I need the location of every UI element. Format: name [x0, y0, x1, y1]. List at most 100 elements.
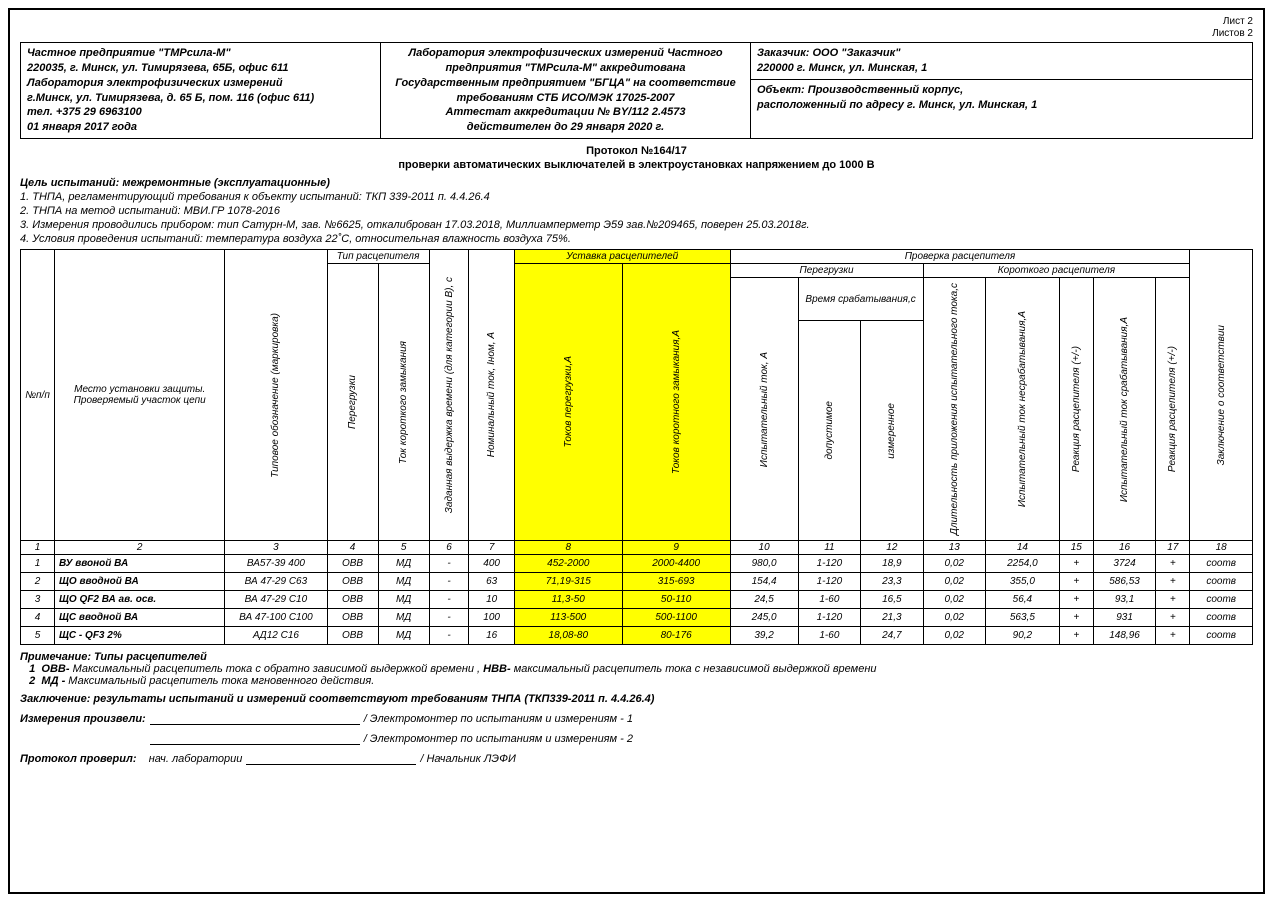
h-tsc: Токов коротного замыкания,А: [622, 264, 730, 541]
cell-r2: +: [1156, 609, 1190, 627]
h-place: Место установки защиты. Проверяемый учас…: [55, 250, 225, 541]
cn-3: 3: [225, 541, 327, 555]
h-concl: Заключение о соответствии: [1190, 250, 1253, 541]
cn-7: 7: [469, 541, 514, 555]
cell-r1: +: [1059, 555, 1093, 573]
cell-place: ЩС - QF3 2%: [55, 627, 225, 645]
cell-me: 23,3: [861, 573, 923, 591]
cell-du: 0,02: [923, 627, 985, 645]
cell-mark: ВА 47-29 С10: [225, 591, 327, 609]
cell-inom: 400: [469, 555, 514, 573]
cell-tsc: 2000-4400: [622, 555, 730, 573]
cell-co: соотв: [1190, 573, 1253, 591]
cell-r2: +: [1156, 627, 1190, 645]
cust-title: Заказчик: ООО "Заказчик": [757, 46, 1246, 61]
org-l6: 01 января 2017 года: [27, 120, 374, 135]
cell-al: 1-120: [798, 573, 860, 591]
cell-n: 5: [21, 627, 55, 645]
sheet-info: Лист 2 Листов 2: [20, 16, 1253, 40]
cell-al: 1-120: [798, 555, 860, 573]
sig1-label: Измерения произвели:: [20, 713, 146, 725]
h-dur: Длительность приложения испытательного т…: [923, 278, 985, 541]
cell-co: соотв: [1190, 591, 1253, 609]
cn-2: 2: [55, 541, 225, 555]
lab-l6: действителен до 29 января 2020 г.: [387, 120, 744, 135]
cell-tr: 931: [1093, 609, 1155, 627]
footer-block: Примечание: Типы расцепителей 1 ОВВ- Мак…: [20, 651, 1253, 765]
cell-tr: 3724: [1093, 555, 1155, 573]
cell-place: ЩО QF2 ВА ав. осв.: [55, 591, 225, 609]
cell-nt: 2254,0: [985, 555, 1059, 573]
cell-r2: +: [1156, 573, 1190, 591]
cell-du: 0,02: [923, 591, 985, 609]
cell-r2: +: [1156, 591, 1190, 609]
sheet-page: Лист 2: [20, 16, 1253, 28]
cell-co: соотв: [1190, 627, 1253, 645]
sig2-role: / Электромонтер по испытаниям и измерени…: [364, 733, 633, 745]
cell-ov: ОВВ: [327, 555, 378, 573]
cn-11: 11: [798, 541, 860, 555]
cell-sc: МД: [378, 555, 429, 573]
cell-co: соотв: [1190, 555, 1253, 573]
h-rtype: Тип расцепителя: [327, 250, 429, 264]
cust-addr: 220000 г. Минск, ул. Минская, 1: [757, 61, 1246, 76]
lab-l5: Аттестат аккредитации № BY/112 2.4573: [387, 105, 744, 120]
cell-place: ЩС вводной ВА: [55, 609, 225, 627]
cell-tc: 24,5: [730, 591, 798, 609]
cell-co: соотв: [1190, 609, 1253, 627]
page-frame: Лист 2 Листов 2 Частное предприятие "ТМР…: [8, 8, 1265, 894]
cell-mark: ВА57-39 400: [225, 555, 327, 573]
main-table: №п/п Место установки защиты. Проверяемый…: [20, 249, 1253, 645]
note-1: 1. ТНПА, регламентирующий требования к о…: [20, 191, 1253, 203]
cell-inom: 16: [469, 627, 514, 645]
h-triptime: Время срабатывания,с: [798, 278, 923, 321]
goal-line: Цель испытаний: межремонтные (эксплуатац…: [20, 177, 1253, 189]
sig2-line: [150, 733, 360, 745]
cell-n: 3: [21, 591, 55, 609]
cell-tsc: 500-1100: [622, 609, 730, 627]
cell-me: 18,9: [861, 555, 923, 573]
h-notrip: Испытательный ток несрабатывания,А: [985, 278, 1059, 541]
cell-r1: +: [1059, 573, 1093, 591]
lab-l2: предприятия "ТМРсила-М" аккредитована: [387, 61, 744, 76]
h-mark: Типовое обозначение (маркировка): [225, 250, 327, 541]
cell-ov: ОВВ: [327, 609, 378, 627]
cell-del: -: [429, 609, 469, 627]
h-measured: измеренное: [861, 321, 923, 541]
h-overloads: Перегрузки: [730, 264, 923, 278]
org-l3: Лаборатория электрофизических измерений: [27, 76, 374, 91]
cell-inom: 63: [469, 573, 514, 591]
sheet-total: Листов 2: [20, 28, 1253, 40]
cell-ov: ОВВ: [327, 591, 378, 609]
cn-12: 12: [861, 541, 923, 555]
cell-nt: 355,0: [985, 573, 1059, 591]
cell-sc: МД: [378, 591, 429, 609]
cell-n: 2: [21, 573, 55, 591]
cell-du: 0,02: [923, 555, 985, 573]
sig-row-2: Измерения произвели: / Электромонтер по …: [20, 733, 1253, 745]
lab-block: Лаборатория электрофизических измерений …: [381, 43, 751, 138]
note-title: Примечание: Типы расцепителей: [20, 651, 1253, 663]
h-npp: №п/п: [21, 250, 55, 541]
cell-tsc: 50-110: [622, 591, 730, 609]
cell-me: 16,5: [861, 591, 923, 609]
h-shortrel: Короткого расцепителя: [923, 264, 1190, 278]
table-body: 1ВУ ввоной ВАВА57-39 400ОВВМД-400452-200…: [21, 555, 1253, 645]
cell-nt: 56,4: [985, 591, 1059, 609]
h-check: Проверка расцепителя: [730, 250, 1190, 264]
cell-tov: 113-500: [514, 609, 622, 627]
table-row: 3ЩО QF2 ВА ав. осв.ВА 47-29 С10ОВВМД-101…: [21, 591, 1253, 609]
cn-13: 13: [923, 541, 985, 555]
cell-n: 1: [21, 555, 55, 573]
cell-del: -: [429, 627, 469, 645]
cell-inom: 10: [469, 591, 514, 609]
object-block: Объект: Производственный корпус, располо…: [751, 80, 1252, 116]
cell-inom: 100: [469, 609, 514, 627]
cn-17: 17: [1156, 541, 1190, 555]
table-row: 2ЩО вводной ВАВА 47-29 С63ОВВМД-6371,19-…: [21, 573, 1253, 591]
org-l4: г.Минск, ул. Тимирязева, д. 65 Б, пом. 1…: [27, 91, 374, 106]
h-tripcur: Испытательный ток срабатывания,А: [1093, 278, 1155, 541]
cell-sc: МД: [378, 627, 429, 645]
obj-title: Объект: Производственный корпус,: [757, 83, 1246, 98]
org-block: Частное предприятие "ТМРсила-М" 220035, …: [21, 43, 381, 138]
